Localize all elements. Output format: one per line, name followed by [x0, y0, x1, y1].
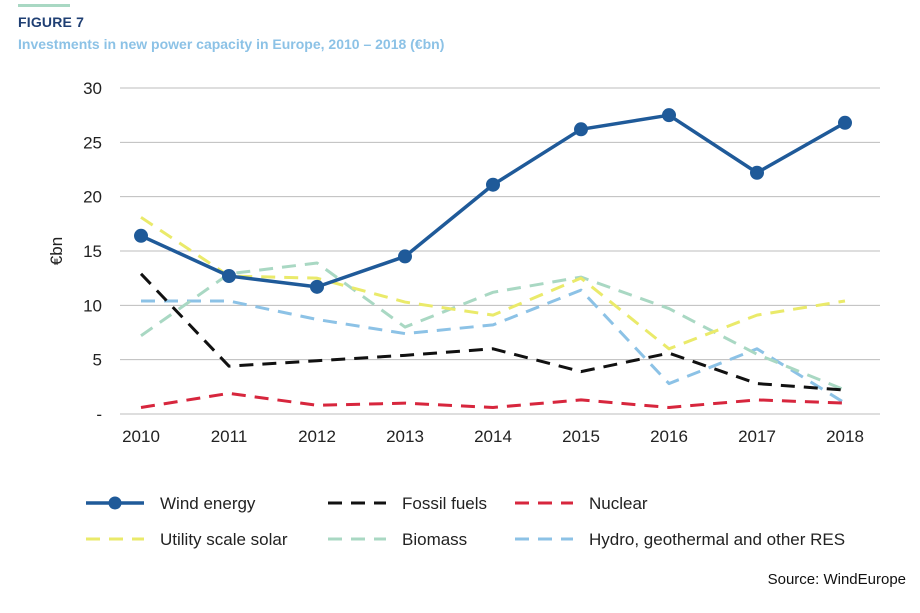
- series-line-utility-scale-solar: [140, 216, 846, 351]
- wind-energy-marker: [574, 122, 588, 137]
- legend-label: Utility scale solar: [160, 530, 288, 549]
- legend-label: Nuclear: [589, 494, 648, 513]
- legend-label: Wind energy: [160, 494, 256, 513]
- series-lines: [134, 108, 852, 409]
- y-tick-label: 15: [83, 242, 102, 261]
- x-tick-label: 2016: [650, 427, 688, 446]
- y-tick-label: 20: [83, 188, 102, 207]
- legend-item: Nuclear: [515, 494, 648, 513]
- y-tick-labels: - 5 10 15 20 25 30: [83, 79, 102, 424]
- x-tick-label: 2011: [211, 427, 248, 446]
- y-axis-title: €bn: [47, 237, 66, 265]
- y-tick-label: 25: [83, 133, 102, 152]
- series-line-biomass: [140, 261, 846, 392]
- source-note: Source: WindEurope: [767, 571, 906, 588]
- legend-item: Fossil fuels: [328, 494, 487, 513]
- series-line-wind-energy: [140, 113, 846, 289]
- figure-title: Investments in new power capacity in Eur…: [18, 36, 445, 52]
- legend-item: Utility scale solar: [86, 530, 288, 549]
- x-tick-label: 2014: [474, 427, 512, 446]
- legend-label: Biomass: [402, 530, 467, 549]
- legend-label: Fossil fuels: [402, 494, 487, 513]
- figure-label: FIGURE 7: [18, 14, 85, 30]
- wind-energy-marker: [750, 165, 764, 180]
- legend-item: Biomass: [328, 530, 467, 549]
- series-line-hydro-geothermal-and-other-res: [141, 288, 846, 405]
- grid-lines: [120, 87, 880, 415]
- y-tick-label: -: [96, 405, 102, 424]
- x-tick-label: 2015: [562, 427, 600, 446]
- y-tick-label: 10: [83, 296, 102, 315]
- series-line-nuclear: [140, 391, 846, 409]
- wind-energy-marker: [838, 115, 852, 130]
- wind-energy-marker: [310, 279, 324, 294]
- wind-energy-marker: [134, 228, 148, 243]
- legend-marker: [108, 496, 122, 510]
- x-tick-label: 2013: [386, 427, 424, 446]
- legend-item: Wind energy: [86, 494, 256, 513]
- header-accent-rule: [18, 4, 70, 7]
- x-tick-label: 2010: [122, 427, 160, 446]
- y-tick-label: 30: [83, 79, 102, 98]
- wind-energy-marker: [662, 108, 676, 123]
- series-line-fossil-fuels: [139, 272, 846, 392]
- y-tick-label: 5: [93, 351, 102, 370]
- x-tick-label: 2018: [826, 427, 864, 446]
- x-tick-label: 2012: [298, 427, 336, 446]
- legend-item: Hydro, geothermal and other RES: [515, 530, 845, 549]
- wind-energy-marker: [398, 249, 412, 264]
- wind-energy-marker: [486, 177, 500, 192]
- legend: Wind energy Fossil fuels Nuclear Utility sc…: [86, 494, 845, 549]
- x-tick-labels: 2010 2011 2012 2013 2014 2015 2016 2017 2018: [122, 427, 864, 446]
- wind-energy-marker: [222, 268, 236, 283]
- legend-label: Hydro, geothermal and other RES: [589, 530, 845, 549]
- x-tick-label: 2017: [738, 427, 776, 446]
